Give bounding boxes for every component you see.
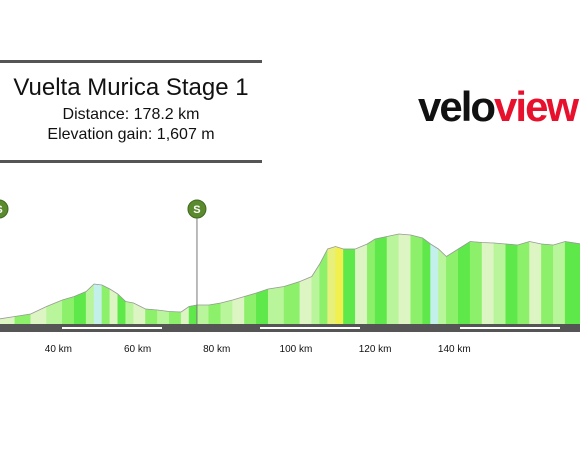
profile-segment — [458, 241, 471, 325]
profile-segment — [220, 299, 233, 325]
profile-segment — [256, 288, 269, 325]
profile-segment — [30, 306, 47, 325]
profile-segment — [355, 243, 368, 325]
profile-segment — [386, 233, 400, 325]
sprint-badge-label: S — [0, 204, 3, 216]
title-bottom-rule — [0, 160, 262, 163]
profile-segment — [311, 263, 320, 325]
x-tick-label: 120 km — [359, 344, 392, 355]
profile-segment — [422, 237, 431, 325]
stage-title-block: Vuelta Murica Stage 1 Distance: 178.2 km… — [0, 60, 262, 164]
profile-segment — [196, 304, 210, 325]
profile-segment — [374, 236, 388, 325]
profile-segment — [299, 276, 313, 325]
profile-segment — [327, 246, 336, 325]
elevation-profile-chart: 40 km 60 km 80 km 100 km 120 km 140 km S S — [0, 199, 580, 355]
profile-segment — [430, 243, 439, 325]
profile-segment — [283, 281, 301, 325]
profile-segment — [529, 241, 542, 325]
profile-segment — [493, 242, 507, 325]
profile-segment — [244, 292, 257, 325]
profile-segment — [188, 304, 198, 325]
profile-segment — [343, 248, 356, 325]
sprint-badge-icon — [187, 199, 207, 219]
profile-segment — [117, 293, 126, 325]
profile-segment — [319, 248, 328, 325]
profile-segment — [145, 308, 158, 325]
profile-segment — [410, 234, 423, 325]
profile-segment — [366, 238, 376, 325]
profile-segment — [505, 243, 518, 325]
profile-segment — [446, 248, 459, 325]
veloviewer-logo: veloview — [418, 83, 579, 130]
stage-title: Vuelta Murica Stage 1 — [13, 74, 249, 101]
sprint-badge-label: S — [193, 204, 200, 216]
profile-segment — [335, 246, 344, 325]
profile-segment — [564, 241, 580, 325]
profile-segment — [267, 286, 285, 325]
logo-part-view: view — [494, 83, 579, 130]
profile-outline — [0, 233, 580, 320]
profile-segment — [62, 296, 75, 325]
x-tick-label: 100 km — [280, 344, 313, 355]
logo-part-velo: velo — [418, 83, 496, 130]
profile-segment — [469, 241, 483, 325]
stage-distance: Distance: 178.2 km — [62, 106, 200, 123]
profile-segment — [157, 309, 170, 325]
x-tick-label: 140 km — [438, 344, 471, 355]
sprint-badge-icon — [0, 199, 9, 219]
profile-segment — [73, 291, 87, 325]
profile-segment — [517, 241, 530, 325]
stage-elevation-gain: Elevation gain: 1,607 m — [47, 126, 215, 143]
profile-segment — [541, 243, 554, 325]
profile-segment — [93, 283, 103, 325]
profile-segment — [438, 248, 447, 325]
x-tick-label: 60 km — [124, 344, 151, 355]
profile-segment — [109, 288, 119, 325]
profile-segment — [232, 296, 245, 325]
profile-segment — [101, 284, 111, 325]
profile-segment — [553, 241, 566, 325]
profile-segment — [125, 301, 134, 325]
profile-segment — [168, 311, 182, 325]
profile-segment — [208, 302, 221, 325]
title-top-rule — [0, 60, 262, 63]
profile-segment — [398, 233, 412, 325]
profile-segment — [481, 242, 495, 325]
x-tick-label: 40 km — [45, 344, 72, 355]
x-tick-label: 80 km — [203, 344, 230, 355]
